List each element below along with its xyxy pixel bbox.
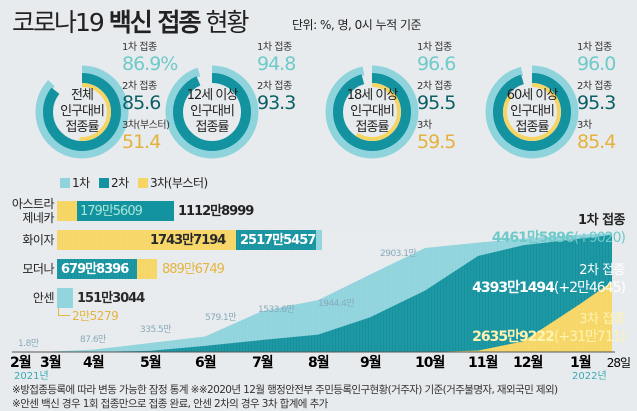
donut-ring-3: [53, 83, 111, 141]
total-third-value: 2635만9222(+31만711): [472, 329, 626, 345]
bar-pfizer-third-label: 1743만7194: [150, 233, 226, 248]
donut-ring-1: [485, 65, 579, 159]
footnote-1: ※방접종등록에 따라 변동 가능한 잠정 통계 ※※2020년 12월 행정안전…: [12, 384, 558, 396]
janssen-leader-line: [58, 308, 70, 316]
x-tick: 11월: [468, 354, 497, 371]
bar-pfizer-second: [236, 230, 316, 250]
bar-moderna-third-label: 889만6749: [162, 262, 225, 277]
donut-first: 96.6: [417, 53, 456, 75]
donut-ring-2: [493, 73, 571, 151]
x-tick: 10월: [415, 354, 444, 371]
donut-first: 94.8: [257, 53, 296, 75]
x-tick: 1월: [570, 354, 591, 371]
annotation-label: 87.6만: [80, 334, 106, 345]
annotation-label: 579.1만: [205, 312, 236, 323]
annotation-label: 335.5만: [140, 324, 171, 335]
footnote-2: ※안센 백신 경우 1회 접종만으로 접종 완료, 안센 2차의 경우 3차 합…: [12, 398, 328, 410]
x-tick: 8월: [308, 354, 329, 371]
total-second-label: 2차 접종: [579, 263, 625, 278]
donut-ring-1: [35, 65, 129, 159]
bar-az-second: [77, 201, 174, 221]
x-tick: 4월: [83, 354, 104, 371]
donut-label: 12세 이상 인구대비 접종률: [186, 88, 239, 135]
legend-first: 1차: [72, 176, 90, 190]
bar-az-inner-label: 179만5609: [80, 204, 143, 219]
donut-third: 59.5: [417, 131, 456, 153]
bar-moderna-third: [137, 259, 157, 279]
annotation-label: 2903.1만: [380, 248, 416, 259]
vaccine-name-janssen: 안센: [32, 291, 55, 305]
total-first-value: 4461만5896(+9020): [491, 230, 626, 246]
donut-ring-3: [503, 83, 561, 141]
x-tick: 9월: [360, 354, 381, 371]
donut-second: 95.3: [577, 92, 616, 114]
donut-first: 86.9%: [122, 53, 178, 75]
annotation-label: 1944.4만: [318, 298, 354, 309]
donut-label: 전체 인구대비 접종률: [60, 88, 105, 135]
total-third-label: 3차 접종: [579, 312, 625, 327]
bar-moderna-second-label: 679만8396: [61, 262, 129, 277]
x-tick: 6월: [195, 354, 216, 371]
donut-ring-1: [325, 65, 419, 159]
donut-second: 95.5: [417, 92, 456, 114]
donut-charts: [35, 65, 579, 159]
legend: 1차 2차 3차(부스터): [60, 176, 208, 190]
donut-ring-2: [43, 73, 121, 151]
donut-third: 85.4: [577, 131, 616, 153]
donut-third-label: 3차(부스터): [122, 120, 170, 131]
donut-second-label: 2차 접종: [577, 81, 612, 92]
unit-note: 단위: %, 명, 0시 누적 기준: [292, 18, 422, 32]
area-third-dose: [40, 281, 612, 352]
x-tick: 12월: [513, 354, 542, 371]
donut-third-label: 3차: [577, 120, 592, 131]
bar-moderna-second: [57, 259, 137, 279]
donut-first-label: 1차 접종: [122, 42, 157, 53]
total-second-value: 4393만1494(+2만4645): [472, 280, 626, 296]
annotation-label: 1.8만: [18, 338, 39, 349]
donut-second-label: 2차 접종: [257, 81, 292, 92]
total-first-label: 1차 접종: [578, 213, 625, 228]
year-2021: 2021년: [14, 371, 49, 382]
bar-janssen-third-label: 2만5279: [72, 309, 119, 323]
area-second-dose: [40, 234, 612, 352]
vaccine-name-moderna: 모더나: [22, 262, 54, 276]
donut-label: 18세 이상 인구대비 접종률: [346, 88, 399, 135]
x-tick: 28일: [607, 356, 630, 370]
bar-janssen-first-label: 151만3044: [77, 291, 145, 306]
bar-az-third: [57, 201, 77, 221]
donut-ring-2: [173, 73, 251, 151]
donut-third: 51.4: [122, 131, 161, 153]
vaccine-name-pfizer: 화이자: [22, 233, 54, 247]
bar-pfizer-first: [316, 230, 322, 250]
year-2022: 2022년: [572, 371, 607, 382]
donut-second-label: 2차 접종: [122, 81, 157, 92]
donut-label: 60세 이상 인구대비 접종률: [506, 88, 559, 135]
bar-janssen-first: [57, 288, 73, 308]
donut-first-label: 1차 접종: [417, 42, 452, 53]
donut-ring-3: [343, 83, 401, 141]
legend-second: 2차: [111, 176, 129, 190]
x-tick: 7월: [252, 354, 273, 371]
vaccine-name-az: 아스트라 제네카: [11, 197, 55, 225]
donut-second: 85.6: [122, 92, 161, 114]
legend-third: 3차(부스터): [150, 176, 208, 190]
bar-pfizer-third: [57, 230, 236, 250]
x-tick: 3월: [40, 354, 61, 371]
donut-ring-1: [165, 65, 259, 159]
x-tick: 5월: [140, 354, 161, 371]
donut-third-label: 3차: [417, 120, 432, 131]
donut-first-label: 1차 접종: [257, 42, 292, 53]
donut-second: 93.3: [257, 92, 296, 114]
donut-first-label: 1차 접종: [577, 42, 612, 53]
page-title: 코로나19 백신 접종 현황: [12, 8, 249, 37]
donut-first: 96.0: [577, 53, 616, 75]
bar-pfizer-second-label: 2517만5457: [240, 233, 316, 248]
x-tick-start: 2월: [10, 354, 31, 371]
annotation-label: 1533.6만: [258, 304, 294, 315]
bar-az-total-label: 1112만8999: [178, 204, 254, 219]
donut-ring-2: [333, 73, 411, 151]
donut-second-label: 2차 접종: [417, 81, 452, 92]
